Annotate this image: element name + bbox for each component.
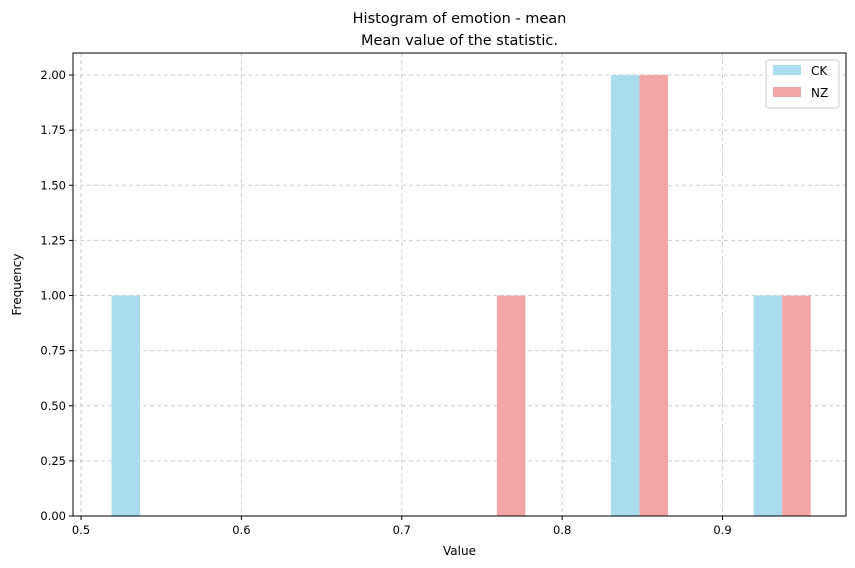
plot-frame [72,52,847,517]
bar-nz-2 [782,295,811,516]
bar-ck-2 [753,295,783,516]
y-tick-label: 0.00 [40,509,66,523]
x-axis-label: Value [443,544,476,558]
legend-swatch-nz [773,87,801,97]
x-tick-label: 0.9 [713,523,731,537]
legend-swatch-ck [773,65,801,75]
bars [111,75,811,517]
y-tick-label: 1.00 [40,289,66,303]
x-tick-label: 0.5 [72,523,90,537]
grid-lines [73,53,846,517]
bar-nz-1 [639,75,668,517]
y-tick-label: 0.25 [40,454,66,468]
y-axis-label: Frequency [10,254,24,316]
chart-title: Histogram of emotion - mean [353,11,567,27]
y-tick-label: 1.75 [40,123,66,137]
y-tick-label: 1.50 [40,178,66,192]
legend: CK NZ [765,59,840,109]
chart-subtitle: Mean value of the statistic. [361,33,558,49]
y-tick-label: 2.00 [40,68,66,82]
legend-label-nz: NZ [811,86,828,100]
x-tick-label: 0.7 [393,523,411,537]
x-axis-ticks: 0.5 0.6 0.7 0.8 0.9 [72,516,732,537]
bar-ck-1 [610,75,640,517]
bar-ck-0 [111,295,141,516]
x-tick-label: 0.8 [553,523,571,537]
y-tick-label: 0.75 [40,344,66,358]
y-axis-ticks: 0.00 0.25 0.50 0.75 1.00 1.25 1.50 1.75 2.00 [40,68,73,523]
legend-label-ck: CK [811,64,828,78]
bar-nz-0 [496,295,526,516]
y-tick-label: 0.50 [40,399,66,413]
x-tick-label: 0.6 [232,523,250,537]
y-tick-label: 1.25 [40,233,66,247]
